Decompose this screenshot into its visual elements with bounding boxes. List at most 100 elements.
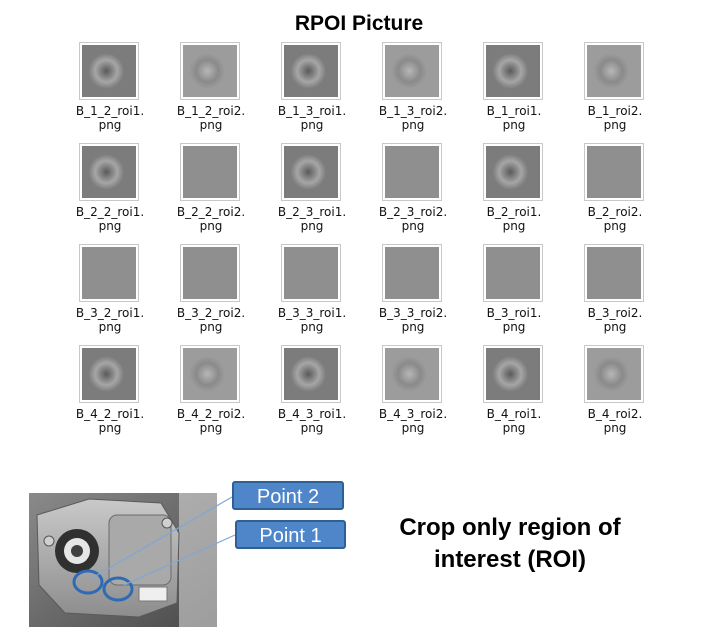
file-name[interactable]: B_4_2_roi1. png (60, 407, 160, 435)
file-name[interactable]: B_1_2_roi1. png (60, 104, 160, 132)
file-name[interactable]: B_4_2_roi2. png (161, 407, 261, 435)
image-thumbnail[interactable] (382, 244, 442, 302)
thumbnail-image (82, 146, 136, 198)
file-item[interactable]: B_3_3_roi1. png (262, 244, 363, 344)
image-thumbnail[interactable] (584, 42, 644, 100)
file-item[interactable]: B_4_roi1. png (464, 345, 565, 445)
file-name[interactable]: B_2_2_roi2. png (161, 205, 261, 233)
thumbnail-image (385, 146, 439, 198)
file-name-line-1: B_4_roi2. (587, 407, 643, 421)
file-name[interactable]: B_4_roi1. png (464, 407, 564, 435)
actuator-image (29, 493, 217, 627)
image-thumbnail[interactable] (79, 345, 139, 403)
file-item[interactable]: B_4_2_roi1. png (60, 345, 161, 445)
file-name-line-2: png (603, 118, 627, 132)
file-name[interactable]: B_2_2_roi1. png (60, 205, 160, 233)
file-item[interactable]: B_4_3_roi1. png (262, 345, 363, 445)
file-name[interactable]: B_2_3_roi2. png (363, 205, 463, 233)
file-name-line-2: png (199, 118, 223, 132)
file-item[interactable]: B_3_2_roi2. png (161, 244, 262, 344)
thumbnail-image (486, 348, 540, 400)
image-thumbnail[interactable] (584, 244, 644, 302)
file-item[interactable]: B_2_2_roi2. png (161, 143, 262, 243)
crop-caption-line-2: interest (ROI) (433, 546, 586, 573)
file-item[interactable]: B_4_roi2. png (565, 345, 666, 445)
file-name[interactable]: B_3_2_roi2. png (161, 306, 261, 334)
file-item[interactable]: B_4_3_roi2. png (363, 345, 464, 445)
file-name[interactable]: B_3_roi1. png (464, 306, 564, 334)
file-name-line-2: png (603, 219, 627, 233)
file-item[interactable]: B_2_roi1. png (464, 143, 565, 243)
file-item[interactable]: B_1_roi1. png (464, 42, 565, 142)
image-thumbnail[interactable] (281, 42, 341, 100)
file-name-line-1: B_1_roi1. (486, 104, 542, 118)
file-name[interactable]: B_4_3_roi1. png (262, 407, 362, 435)
image-thumbnail[interactable] (180, 143, 240, 201)
image-thumbnail[interactable] (584, 345, 644, 403)
file-name[interactable]: B_3_2_roi1. png (60, 306, 160, 334)
file-name[interactable]: B_1_2_roi2. png (161, 104, 261, 132)
file-item[interactable]: B_1_2_roi1. png (60, 42, 161, 142)
image-thumbnail[interactable] (281, 244, 341, 302)
image-thumbnail[interactable] (180, 42, 240, 100)
file-name[interactable]: B_1_roi2. png (565, 104, 665, 132)
image-thumbnail[interactable] (79, 42, 139, 100)
file-item[interactable]: B_3_2_roi1. png (60, 244, 161, 344)
file-item[interactable]: B_1_roi2. png (565, 42, 666, 142)
image-thumbnail[interactable] (180, 345, 240, 403)
file-name-line-2: png (401, 320, 425, 334)
file-name[interactable]: B_3_roi2. png (565, 306, 665, 334)
thumbnail-image (486, 45, 540, 97)
file-name[interactable]: B_1_roi1. png (464, 104, 564, 132)
file-item[interactable]: B_1_3_roi1. png (262, 42, 363, 142)
file-name[interactable]: B_1_3_roi2. png (363, 104, 463, 132)
file-item[interactable]: B_3_roi2. png (565, 244, 666, 344)
thumbnail-image (284, 348, 338, 400)
file-item[interactable]: B_1_3_roi2. png (363, 42, 464, 142)
file-name-line-1: B_3_roi2. (587, 306, 643, 320)
file-item[interactable]: B_2_3_roi2. png (363, 143, 464, 243)
image-thumbnail[interactable] (382, 345, 442, 403)
file-item[interactable]: B_2_3_roi1. png (262, 143, 363, 243)
image-thumbnail[interactable] (79, 244, 139, 302)
thumbnail-image (587, 146, 641, 198)
image-thumbnail[interactable] (483, 244, 543, 302)
image-thumbnail[interactable] (483, 345, 543, 403)
image-thumbnail[interactable] (180, 244, 240, 302)
file-item[interactable]: B_1_2_roi2. png (161, 42, 262, 142)
actuator-photo (29, 493, 217, 627)
thumbnail-image (183, 146, 237, 198)
file-name[interactable]: B_4_roi2. png (565, 407, 665, 435)
file-name[interactable]: B_4_3_roi2. png (363, 407, 463, 435)
image-thumbnail[interactable] (79, 143, 139, 201)
file-name[interactable]: B_3_3_roi2. png (363, 306, 463, 334)
thumbnail-image (82, 348, 136, 400)
thumbnail-image (82, 45, 136, 97)
file-name-line-1: B_1_3_roi2. (378, 104, 448, 118)
file-item[interactable]: B_3_3_roi2. png (363, 244, 464, 344)
file-name[interactable]: B_3_3_roi1. png (262, 306, 362, 334)
file-name[interactable]: B_1_3_roi1. png (262, 104, 362, 132)
image-thumbnail[interactable] (382, 42, 442, 100)
file-name-line-1: B_3_3_roi1. (277, 306, 347, 320)
file-name[interactable]: B_2_3_roi1. png (262, 205, 362, 233)
file-name-line-1: B_2_2_roi1. (75, 205, 145, 219)
image-thumbnail[interactable] (281, 143, 341, 201)
file-name[interactable]: B_2_roi2. png (565, 205, 665, 233)
file-item[interactable]: B_2_roi2. png (565, 143, 666, 243)
file-name[interactable]: B_2_roi1. png (464, 205, 564, 233)
file-name-line-2: png (401, 421, 425, 435)
thumbnail-image (486, 146, 540, 198)
image-thumbnail[interactable] (483, 143, 543, 201)
file-name-line-2: png (502, 421, 526, 435)
image-thumbnail[interactable] (281, 345, 341, 403)
thumbnail-image (284, 45, 338, 97)
file-item[interactable]: B_2_2_roi1. png (60, 143, 161, 243)
file-item[interactable]: B_4_2_roi2. png (161, 345, 262, 445)
file-name-line-2: png (300, 219, 324, 233)
thumbnail-image (587, 247, 641, 299)
image-thumbnail[interactable] (382, 143, 442, 201)
file-item[interactable]: B_3_roi1. png (464, 244, 565, 344)
image-thumbnail[interactable] (483, 42, 543, 100)
image-thumbnail[interactable] (584, 143, 644, 201)
